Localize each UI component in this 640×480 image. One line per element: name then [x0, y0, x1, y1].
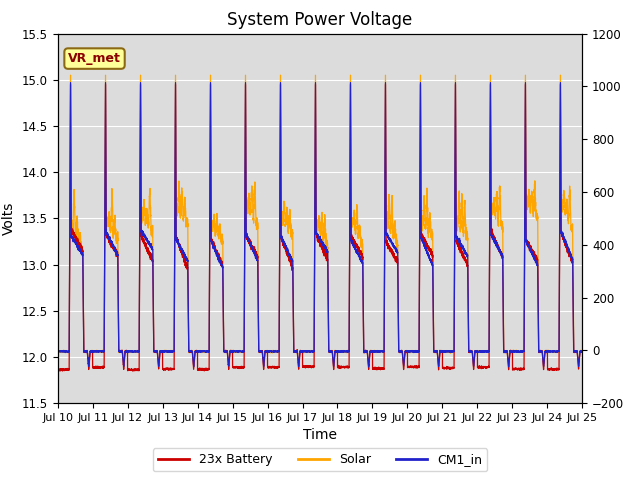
23x Battery — [467, 348, 475, 354]
23x Battery — [392, 259, 400, 264]
Text: VR_met: VR_met — [68, 52, 121, 65]
Solar — [470, 364, 477, 370]
CM1_in — [577, 348, 584, 354]
23x Battery — [161, 367, 168, 372]
Line: 23x Battery: 23x Battery — [58, 84, 582, 371]
23x Battery — [129, 368, 136, 374]
CM1_in — [250, 249, 258, 255]
Solar — [577, 348, 584, 354]
CM1_in — [392, 249, 400, 254]
Title: System Power Voltage: System Power Voltage — [227, 11, 413, 29]
Solar — [54, 348, 61, 354]
CM1_in — [579, 348, 586, 354]
Solar — [166, 348, 174, 354]
Solar — [392, 238, 400, 244]
23x Battery — [579, 348, 586, 354]
CM1_in — [54, 349, 61, 355]
Line: CM1_in: CM1_in — [58, 83, 582, 367]
CM1_in — [467, 349, 475, 355]
X-axis label: Time: Time — [303, 429, 337, 443]
Line: Solar: Solar — [58, 75, 582, 367]
23x Battery — [166, 366, 174, 372]
Y-axis label: Volts: Volts — [2, 202, 16, 235]
CM1_in — [161, 349, 168, 355]
Legend: 23x Battery, Solar, CM1_in: 23x Battery, Solar, CM1_in — [153, 448, 487, 471]
Solar — [161, 349, 168, 355]
CM1_in — [67, 80, 74, 85]
Solar — [579, 349, 586, 355]
CM1_in — [166, 348, 174, 354]
23x Battery — [250, 246, 258, 252]
Solar — [467, 348, 475, 354]
23x Battery — [54, 367, 61, 372]
23x Battery — [577, 349, 584, 355]
23x Battery — [67, 82, 74, 87]
Solar — [67, 72, 74, 78]
CM1_in — [365, 364, 372, 370]
Solar — [250, 205, 258, 211]
